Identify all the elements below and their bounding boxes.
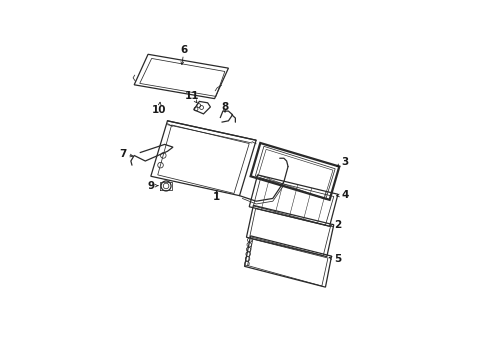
- Text: 11: 11: [184, 91, 199, 102]
- Text: 5: 5: [333, 255, 340, 264]
- Text: 1: 1: [212, 192, 219, 202]
- Text: 7: 7: [119, 149, 126, 159]
- Text: 8: 8: [221, 102, 228, 112]
- Text: 3: 3: [341, 157, 348, 167]
- Text: 10: 10: [152, 105, 166, 115]
- Text: 9: 9: [147, 181, 154, 191]
- Text: 4: 4: [341, 190, 348, 200]
- Text: 6: 6: [180, 45, 187, 55]
- Text: 2: 2: [333, 220, 340, 230]
